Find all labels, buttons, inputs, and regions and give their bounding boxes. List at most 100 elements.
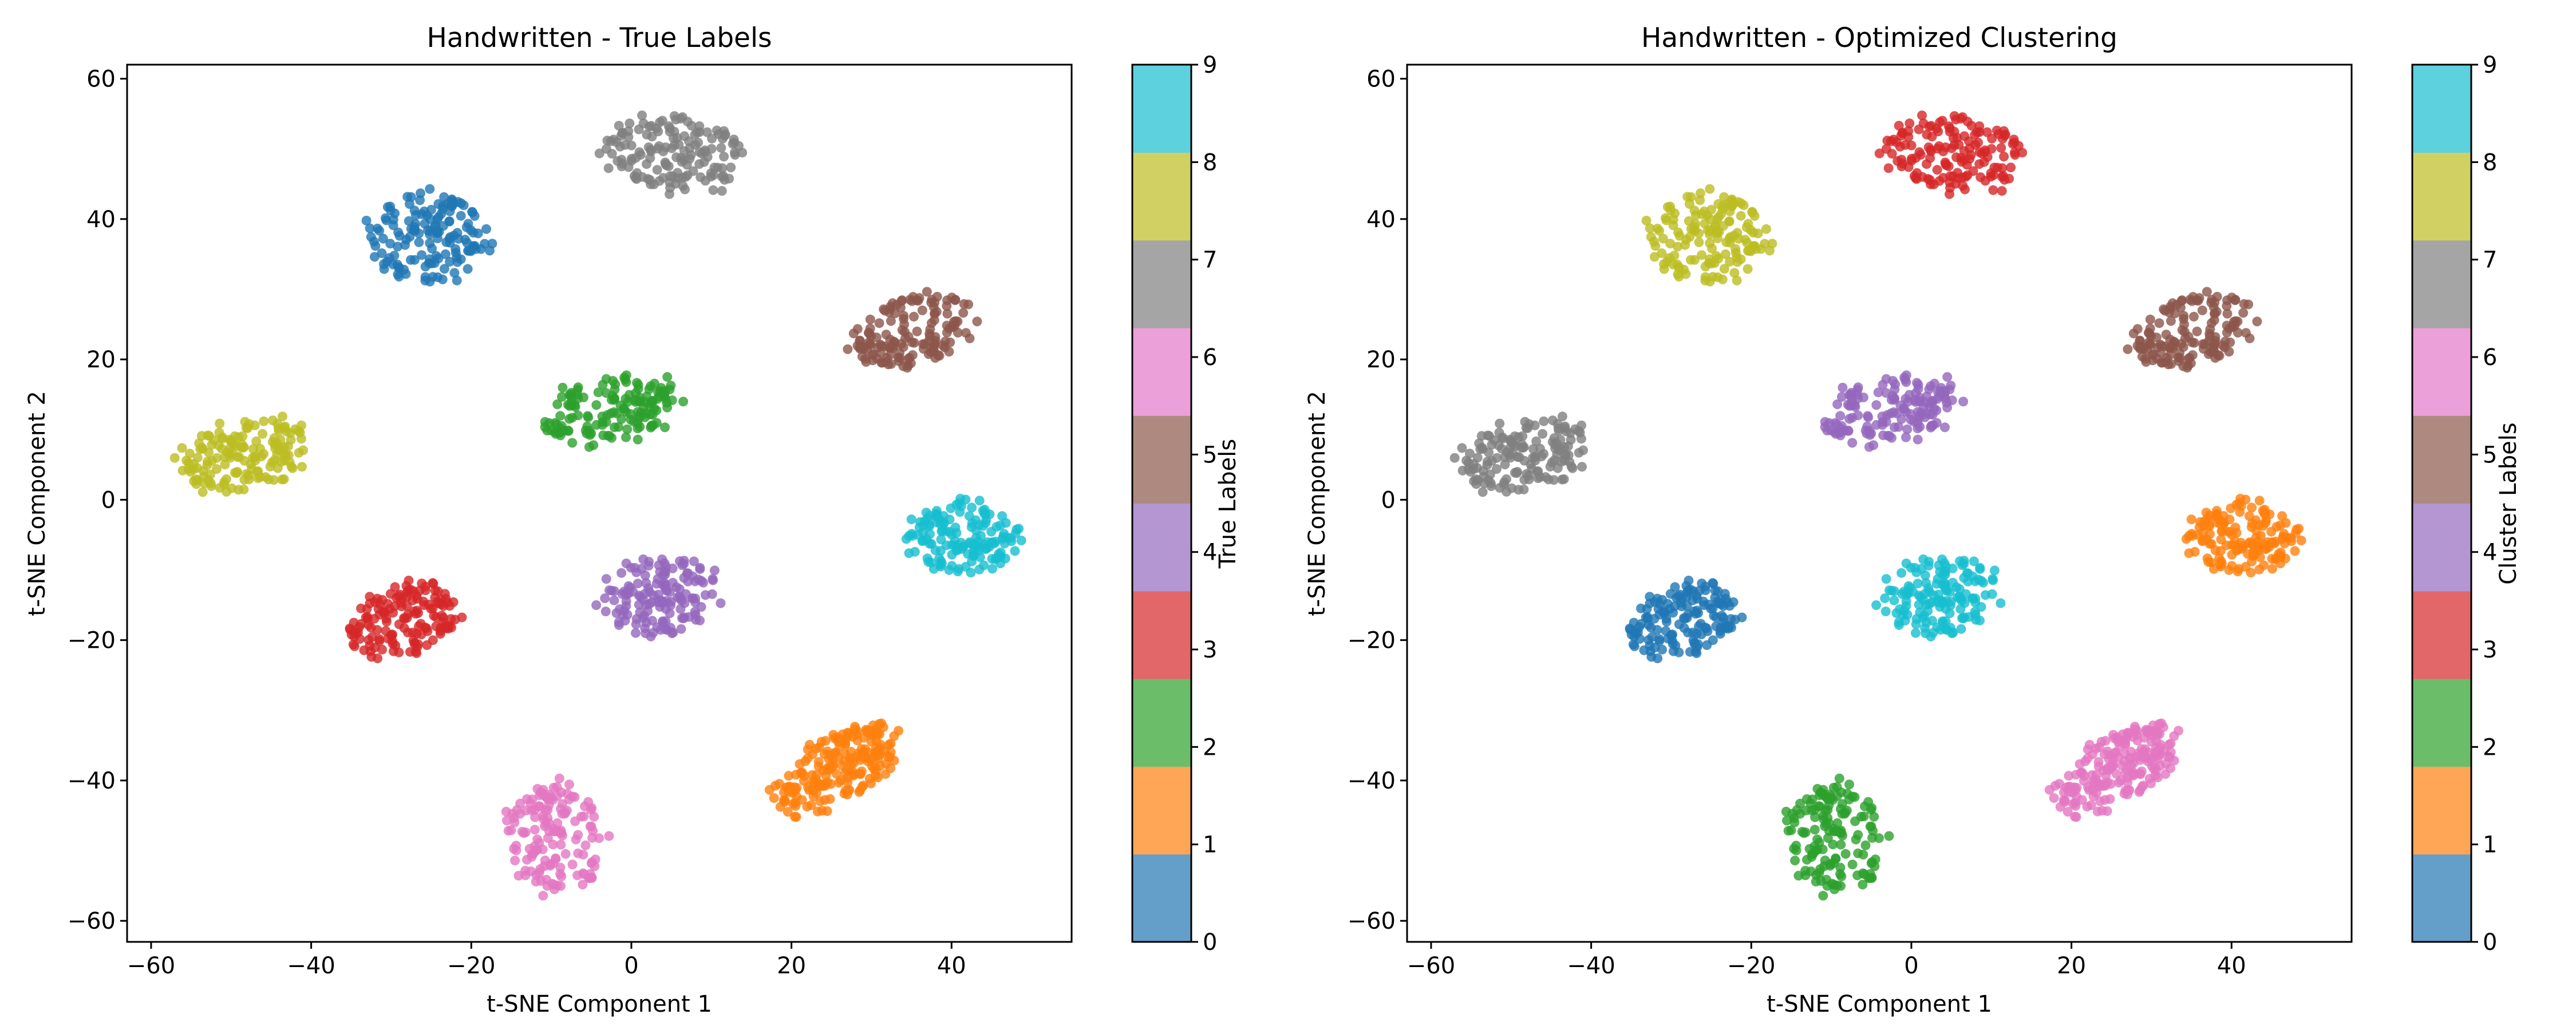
- scatter-point: [982, 544, 992, 553]
- scatter-point: [670, 179, 681, 189]
- scatter-point: [2060, 795, 2070, 806]
- scatter-point: [2120, 735, 2131, 745]
- y-tick-label: −20: [68, 628, 116, 654]
- scatter-point: [1736, 211, 1746, 221]
- scatter-point: [534, 837, 544, 847]
- scatter-point: [1933, 589, 1943, 600]
- scatter-point: [1800, 827, 1811, 838]
- scatter-point: [605, 431, 614, 441]
- scatter-point: [1874, 833, 1884, 843]
- scatter-point: [552, 399, 563, 409]
- scatter-point: [1720, 249, 1730, 259]
- scatter-point: [1519, 484, 1529, 494]
- scatter-point: [2188, 311, 2199, 322]
- scatter-point: [2233, 566, 2243, 577]
- scatter-point: [1502, 474, 1511, 484]
- scatter-point: [1929, 179, 1939, 189]
- scatter-point: [451, 244, 461, 254]
- scatter-point: [1997, 186, 2007, 196]
- scatter-point: [404, 576, 414, 585]
- scatter-point: [621, 558, 631, 569]
- scatter-point: [1685, 199, 1694, 209]
- x-tick-label: −60: [1407, 953, 1455, 979]
- scatter-point: [1673, 227, 1684, 237]
- scatter-point: [277, 474, 287, 485]
- scatter-point: [1974, 147, 1985, 157]
- scatter-point: [457, 612, 467, 623]
- scatter-point: [1975, 615, 1985, 625]
- scatter-point: [285, 457, 295, 468]
- scatter-point: [1649, 252, 1660, 262]
- scatter-point: [1016, 536, 1026, 545]
- scatter-point: [403, 627, 413, 637]
- scatter-point: [1802, 854, 1812, 865]
- scatter-point: [270, 443, 280, 454]
- scatter-point: [2230, 295, 2240, 306]
- scatter-point: [698, 577, 708, 588]
- scatter-point: [695, 564, 705, 575]
- scatter-point: [2281, 518, 2291, 528]
- scatter-point: [1694, 237, 1704, 247]
- scatter-point: [816, 736, 827, 747]
- colorbar-tick-label: 1: [2483, 832, 2497, 858]
- scatter-point: [922, 514, 933, 524]
- scatter-point: [1955, 593, 1966, 604]
- scatter-point: [1864, 442, 1874, 452]
- scatter-point: [1828, 783, 1839, 793]
- scatter-point: [918, 536, 929, 546]
- scatter-point: [1791, 845, 1801, 855]
- scatter-point: [2202, 287, 2212, 297]
- scatter-point: [1873, 387, 1883, 398]
- scatter-point: [2071, 812, 2081, 822]
- scatter-point: [895, 348, 904, 358]
- colorbar-frame: [1131, 64, 1192, 943]
- scatter-point: [2215, 560, 2225, 570]
- scatter-point: [1001, 518, 1011, 528]
- y-tick-label: −40: [68, 768, 116, 794]
- scatter-point: [695, 615, 705, 625]
- scatter-point: [2145, 314, 2155, 324]
- scatter-point: [1958, 397, 1969, 407]
- scatter-point: [867, 761, 877, 771]
- scatter-point: [557, 809, 567, 819]
- scatter-point: [1891, 137, 1902, 147]
- scatter-point: [2079, 776, 2089, 786]
- scatter-point: [667, 577, 678, 588]
- scatter-point: [2252, 316, 2262, 327]
- scatter-point: [239, 455, 250, 466]
- scatter-point: [1670, 582, 1680, 592]
- scatter-point: [1512, 468, 1522, 478]
- scatter-point: [1706, 205, 1716, 215]
- scatter-point: [515, 809, 526, 819]
- scatter-point: [902, 363, 912, 373]
- scatter-point: [2176, 296, 2187, 306]
- scatter-point: [355, 634, 365, 644]
- scatter-point: [601, 574, 611, 584]
- scatter-point: [417, 250, 427, 260]
- scatter-point: [372, 223, 382, 233]
- colorbar-tick-label: 9: [1203, 52, 1217, 78]
- scatter-point: [2183, 331, 2194, 342]
- scatter-point: [544, 818, 554, 828]
- scatter-point: [909, 338, 919, 348]
- scatter-point: [1957, 613, 1967, 623]
- scatter-point: [378, 233, 388, 244]
- scatter-point: [388, 220, 398, 231]
- scatter-point: [1834, 827, 1844, 838]
- scatter-point: [1811, 845, 1822, 855]
- scatter-point: [2148, 349, 2158, 359]
- scatter-point: [501, 806, 511, 817]
- scatter-point: [966, 568, 976, 578]
- scatter-point: [377, 248, 387, 258]
- scatter-point: [1629, 641, 1639, 651]
- scatter-point: [1851, 834, 1861, 845]
- colorbar-segment: [2412, 65, 2471, 153]
- scatter-point: [717, 172, 727, 182]
- colorbar-segment: [2412, 152, 2471, 241]
- scatter-point: [563, 425, 573, 435]
- x-tick-label: −40: [1567, 953, 1615, 979]
- scatter-point: [2166, 763, 2176, 773]
- chart-title: Handwritten - True Labels: [426, 22, 772, 54]
- scatter-point: [702, 127, 712, 137]
